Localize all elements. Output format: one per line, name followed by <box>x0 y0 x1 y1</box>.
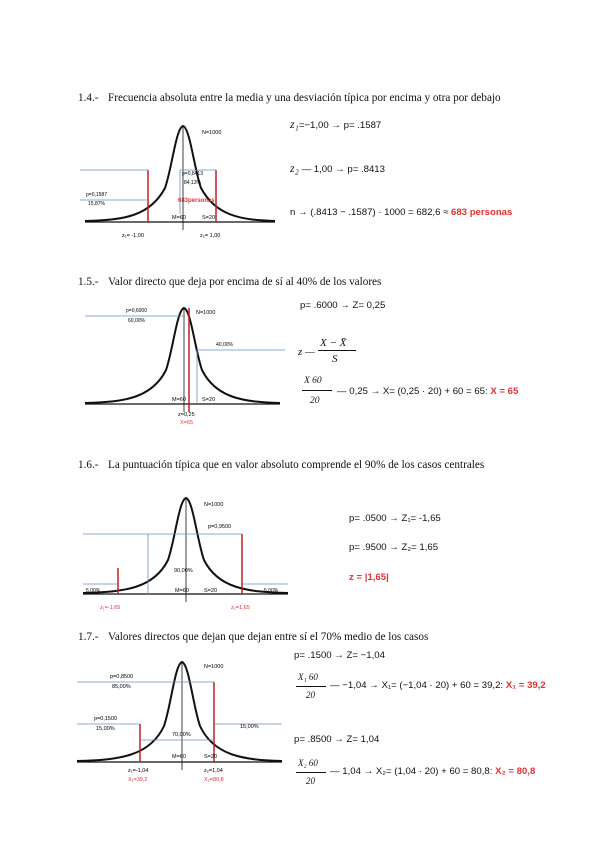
normal-curve-1-4: N=1000 p=0,8413 84,13% p=0,1587 15,87% 6… <box>80 124 276 239</box>
label-x2: X₂=80,8 <box>204 777 224 783</box>
label-s: S=20 <box>202 215 215 221</box>
label-pct-left: 60,00% <box>128 318 146 324</box>
eq-1-4-z1: z₁=−1,00 → p= .1587 <box>290 117 382 131</box>
eq-1-7-x1: — −1,04 → X₁= (−1,04 · 20) + 60 = 39,2: … <box>330 680 546 691</box>
formula-z-denominator: S <box>332 353 338 365</box>
eq-1-6-z2: p= .9500 → Z₂= 1,65 <box>349 542 439 553</box>
label-pct-right: 15,00% <box>240 724 259 730</box>
eq-1-4-n: n → (.8413 − .1587) · 1000 = 682,6 ≈ 683… <box>290 207 513 218</box>
label-z1: z₁=-1,04 <box>128 768 148 774</box>
frac-1-7-1-numerator: X₁ 60 <box>298 672 318 682</box>
normal-curve-1-7: p=0,8500 85,00% N=1000 p=0,1500 15,00% 7… <box>76 660 283 783</box>
frac-1-7-1-bar <box>296 686 326 687</box>
eq-1-5-p: p= .6000 → Z= 0,25 <box>300 300 386 311</box>
label-pct-right: 84,13% <box>184 180 202 186</box>
frac-1-5-numerator: X 60 <box>304 376 322 386</box>
section-1-4-heading: 1.4.- Frecuencia absoluta entre la media … <box>78 92 501 104</box>
label-m: M=60 <box>172 397 186 403</box>
frac-1-7-2-denominator: 20 <box>306 776 315 786</box>
label-m: M=60 <box>172 754 186 760</box>
section-1-5-heading: 1.5.- Valor directo que deja por encima d… <box>78 276 382 288</box>
label-s: S=20 <box>204 754 217 760</box>
section-1-7-heading: 1.7.- Valores directos que dejan que deja… <box>78 631 429 643</box>
normal-curve-1-6: N=1000 p=0,9500 90,00% 5,00% 5,00% M=60 … <box>82 496 289 611</box>
label-z: z=0,25 <box>178 412 195 418</box>
eq-1-7-p2: p= .8500 → Z= 1,04 <box>294 734 380 745</box>
eq-1-6-z1: p= .0500 → Z₁= -1,65 <box>349 513 441 524</box>
frac-1-5-denominator: 20 <box>310 396 320 406</box>
label-m: M=60 <box>172 215 186 221</box>
label-p-left: p=0,1587 <box>86 192 107 198</box>
label-pct-center: 70,00% <box>172 732 191 738</box>
label-personas: 683personas <box>178 198 215 204</box>
label-p-left: p=0,6000 <box>126 308 147 314</box>
label-z1: z₁= -1,00 <box>122 233 144 239</box>
label-z1: z₁=-1,65 <box>100 605 120 611</box>
formula-z-bar <box>318 350 356 351</box>
label-p-right: p=0,8413 <box>182 171 203 177</box>
label-pct-center: 90,00% <box>174 568 193 574</box>
eq-1-6-result: z = |1,65| <box>349 572 389 583</box>
label-s: S=20 <box>202 397 215 403</box>
label-n: N=1000 <box>204 502 223 508</box>
frac-1-7-2-numerator: X₂ 60 <box>298 758 318 768</box>
label-x: X=65 <box>180 420 193 426</box>
frac-1-5-bar <box>302 390 332 391</box>
eq-1-4-z2: z₂ — 1,00 → p= .8413 <box>290 161 385 175</box>
label-n: N=1000 <box>196 310 215 316</box>
frac-1-7-2-bar <box>296 772 326 773</box>
label-n: N=1000 <box>204 664 223 670</box>
label-pct-left: 5,00% <box>86 588 101 594</box>
label-s: S=20 <box>204 588 217 594</box>
label-pct-left: 15,00% <box>96 726 115 732</box>
eq-1-5-x: — 0,25 → X= (0,25 · 20) + 60 = 65: X = 6… <box>337 386 519 397</box>
eq-1-7-p1: p= .1500 → Z= −1,04 <box>294 650 385 661</box>
label-n: N=1000 <box>202 130 221 136</box>
label-z2: z₂= 1,00 <box>200 233 220 239</box>
formula-z: z — <box>298 346 315 358</box>
frac-1-7-1-denominator: 20 <box>306 690 315 700</box>
label-pct-right: 5,00% <box>264 588 279 594</box>
normal-curve-1-5: p=0,6000 60,00% N=1000 40,00% M=60 S=20 … <box>84 306 285 426</box>
label-pct-right: 40,00% <box>216 342 234 348</box>
label-m: M=60 <box>175 588 189 594</box>
label-pct-left: 15,87% <box>88 201 106 207</box>
label-p-right: p=0,9500 <box>208 524 231 530</box>
label-x1: X₁=39,2 <box>128 777 147 783</box>
eq-1-7-x2: — 1,04 → X₂= (1,04 · 20) + 60 = 80,8: X₂… <box>330 766 536 777</box>
label-pct-top: 85,00% <box>112 684 131 690</box>
formula-z-numerator: X − X̄ <box>320 337 347 349</box>
label-p-left: p=0,1500 <box>94 716 117 722</box>
label-z2: z₂=1,65 <box>231 605 250 611</box>
label-p-top: p=0,8500 <box>110 674 133 680</box>
section-1-6-heading: 1.6.- La puntuación típica que en valor a… <box>78 459 485 471</box>
label-z2: z₂=1,04 <box>204 768 223 774</box>
